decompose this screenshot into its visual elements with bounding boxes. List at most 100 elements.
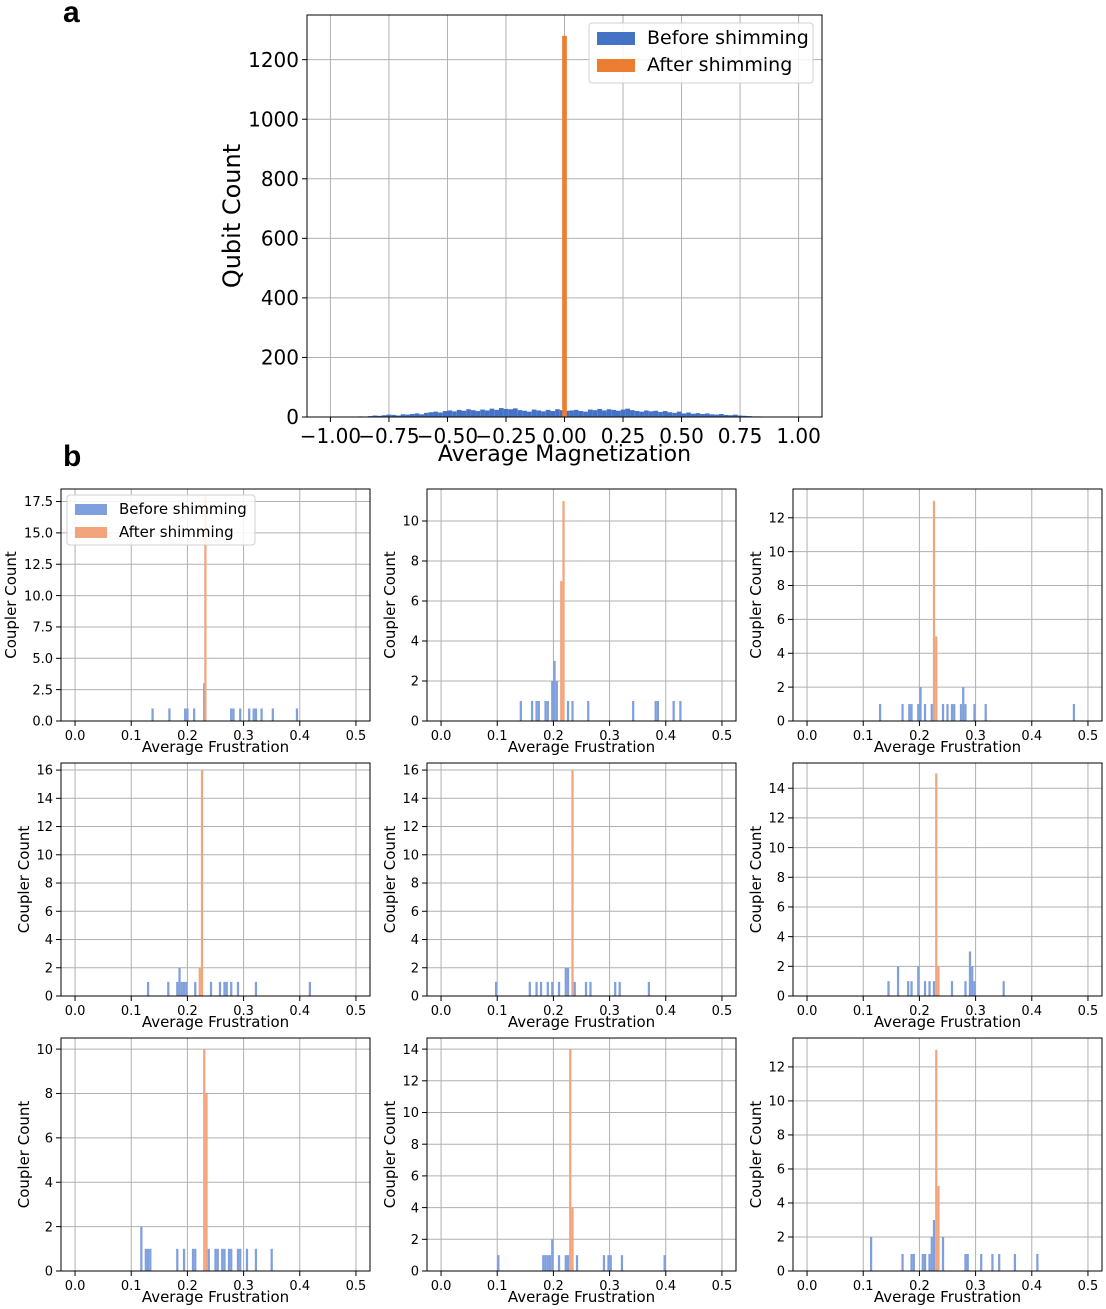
plot-frame xyxy=(792,488,1103,722)
y-axis-label: Coupler Count xyxy=(747,1101,765,1209)
y-tick-label: 10 xyxy=(36,848,53,863)
bar xyxy=(391,414,396,417)
bar xyxy=(252,708,255,721)
bar xyxy=(497,1255,500,1271)
y-tick-label: 6 xyxy=(45,905,53,920)
y-axis-label: Qubit Count xyxy=(218,144,246,288)
x-tick-label: 0.0 xyxy=(431,729,452,744)
series-before xyxy=(151,683,299,721)
y-tick-label: 10.0 xyxy=(24,589,53,604)
bar xyxy=(564,967,567,996)
bar xyxy=(869,1236,873,1271)
y-tick-label: 10 xyxy=(402,515,419,530)
bar xyxy=(260,708,263,721)
bar xyxy=(270,1248,273,1271)
plot-frame xyxy=(426,762,737,997)
bar xyxy=(575,1255,579,1271)
bar xyxy=(461,410,467,417)
x-tick-label: 0.4 xyxy=(1021,1279,1042,1294)
y-tick-label: 2 xyxy=(411,961,419,976)
bar xyxy=(676,411,682,417)
x-tick-label: 0.3 xyxy=(233,1004,254,1019)
x-tick-label: 0.3 xyxy=(965,1004,986,1019)
x-tick-label: 0.75 xyxy=(718,424,763,448)
x-tick-label: 0.4 xyxy=(655,1279,676,1294)
bar xyxy=(1072,704,1076,721)
bar xyxy=(191,1248,195,1271)
bar xyxy=(658,411,663,417)
x-tick-label: 0.2 xyxy=(177,1279,198,1294)
bar xyxy=(932,981,936,996)
bar xyxy=(544,1255,547,1271)
bar xyxy=(654,701,657,721)
bar xyxy=(690,413,696,417)
bar xyxy=(935,636,938,721)
bar xyxy=(200,770,204,996)
y-tick-label: 6 xyxy=(411,1170,419,1185)
bar xyxy=(186,708,189,721)
y-tick-label: 7.5 xyxy=(32,621,53,636)
bar xyxy=(681,413,687,417)
bar xyxy=(878,704,882,721)
bar xyxy=(950,981,954,996)
y-tick-label: 12 xyxy=(402,820,419,835)
bar xyxy=(519,701,522,721)
bar xyxy=(667,412,673,417)
grid-b6 xyxy=(793,763,1102,997)
bar xyxy=(562,501,565,721)
y-tick-label: 12 xyxy=(768,511,785,526)
panel-label-b: b xyxy=(63,440,82,473)
bar xyxy=(539,981,543,996)
legend-swatch xyxy=(597,59,635,72)
x-tick-label: 0.4 xyxy=(289,729,310,744)
bar xyxy=(919,687,922,721)
bar xyxy=(620,409,626,417)
y-tick-label: 1000 xyxy=(248,107,299,131)
ticks-b6: 0.0 0.1 0.2 0.3 0.4 0.5 0 2 4 6 8 10 12 14 xyxy=(768,782,1098,1019)
bar xyxy=(230,1248,233,1271)
ticks-b5: 0.0 0.1 0.2 0.3 0.4 0.5 0 2 4 6 8 10 12 14 16 xyxy=(402,764,732,1019)
bar xyxy=(149,1248,152,1271)
bar xyxy=(414,413,420,417)
x-tick-label: 0.0 xyxy=(65,1004,86,1019)
bar xyxy=(405,414,410,417)
ticks-b3: 0.0 0.1 0.2 0.3 0.4 0.5 0 2 4 6 8 10 12 xyxy=(768,511,1098,744)
y-tick-label: 6 xyxy=(45,1132,53,1147)
bar xyxy=(550,411,556,417)
y-tick-label: 4 xyxy=(45,1176,53,1191)
x-tick-label: 0.2 xyxy=(177,729,198,744)
x-tick-label: 0.5 xyxy=(712,1279,733,1294)
bar xyxy=(545,409,551,417)
bar xyxy=(714,414,719,417)
x-tick-label: 0.1 xyxy=(121,1279,142,1294)
bar xyxy=(662,411,668,417)
bar xyxy=(503,408,509,417)
y-tick-label: 2 xyxy=(45,961,53,976)
ticks-a: −1.00−0.75−0.50−0.25 0.00 0.25 0.50 0.75 1.00… xyxy=(248,48,821,448)
bar xyxy=(151,708,154,721)
y-tick-label: 2 xyxy=(411,1233,419,1248)
bar xyxy=(941,1236,945,1271)
bar xyxy=(225,981,228,996)
y-tick-label: 14 xyxy=(768,782,785,797)
x-tick-label: 0.3 xyxy=(965,1279,986,1294)
ticks-b2: 0.0 0.1 0.2 0.3 0.4 0.5 0 2 4 6 8 10 xyxy=(402,515,732,744)
ticks-b4: 0.0 0.1 0.2 0.3 0.4 0.5 0 2 4 6 8 10 12 14 16 xyxy=(36,764,366,1019)
bar xyxy=(606,409,612,417)
y-tick-label: 12.5 xyxy=(24,558,53,573)
bar xyxy=(932,500,936,721)
bar xyxy=(648,411,654,417)
y-tick-label: 4 xyxy=(777,930,785,945)
bar xyxy=(634,411,640,417)
bar xyxy=(236,1248,240,1271)
bar xyxy=(230,981,233,996)
bar xyxy=(921,1253,924,1271)
chart-b6: 0.0 0.1 0.2 0.3 0.4 0.5 0 2 4 6 8 10 12 14 Average Fru… xyxy=(747,762,1103,1031)
bar xyxy=(625,408,631,417)
y-tick-label: 4 xyxy=(411,1201,419,1216)
bar xyxy=(571,701,574,721)
bar xyxy=(167,981,170,996)
x-axis-label: Average Frustration xyxy=(142,738,289,756)
ticks-b1: 0.0 0.1 0.2 0.3 0.4 0.5 0.0 2.5 5.0 7.5 10.0 12.5 15… xyxy=(24,495,366,744)
